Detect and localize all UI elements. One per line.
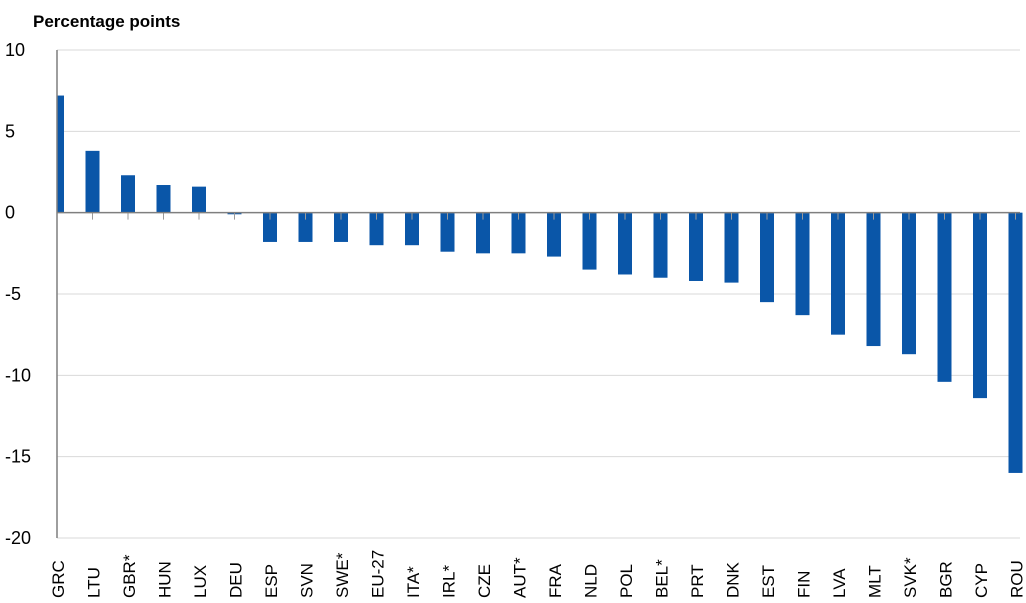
bar-eu-27 (369, 212, 384, 246)
x-category-label: ITA* (404, 566, 423, 598)
x-category-label: NLD (582, 564, 601, 598)
bar-est (760, 212, 774, 303)
x-category-label: AUT* (511, 557, 530, 598)
y-axis-unit-label: Percentage points (33, 12, 180, 31)
y-tick-label: -20 (5, 528, 31, 548)
x-category-label: EU-27 (369, 550, 388, 598)
x-axis-labels: GRC LTU GBR* HUN LUX DEU ESP SVN SWE* EU-27 ITA* IR… (49, 550, 1026, 598)
x-category-label: CYP (972, 563, 991, 598)
x-category-label: POL (617, 564, 636, 598)
bar-nld (582, 212, 597, 270)
x-category-label: ESP (262, 564, 281, 598)
x-category-label: SWE* (333, 552, 352, 598)
y-tick-label: -15 (5, 447, 31, 467)
bar-lux (192, 186, 206, 213)
x-category-label: ROU (1008, 560, 1026, 598)
bar-rou (1008, 212, 1023, 473)
bar-pol (618, 212, 632, 275)
y-tick-label: 10 (5, 40, 25, 60)
x-category-label: LVA (830, 568, 849, 598)
bar-cze (476, 212, 490, 254)
bar-bgr (937, 212, 952, 382)
bar-ita (405, 212, 419, 246)
x-category-label: LUX (191, 565, 210, 598)
x-category-label: BGR (937, 561, 956, 598)
y-tick-label: -5 (5, 284, 21, 304)
y-tick-label: 5 (5, 121, 15, 141)
x-category-label: BEL* (653, 559, 672, 598)
bar-bel (653, 212, 668, 278)
bars (56, 95, 1023, 473)
bar-fin (795, 212, 810, 316)
bar-dnk (724, 212, 739, 283)
x-category-label: SVN (298, 563, 317, 598)
bar-gbr (121, 175, 135, 213)
bar-ltu (85, 150, 100, 213)
y-tick-label: -10 (5, 365, 31, 385)
y-tick-label: 0 (5, 203, 15, 223)
x-category-label: DNK (724, 561, 743, 598)
x-category-label: LTU (85, 567, 104, 598)
bar-fra (547, 212, 561, 257)
axes (56, 50, 1020, 538)
x-category-label: FRA (546, 563, 565, 598)
x-category-label: HUN (156, 561, 175, 598)
x-category-label: FIN (795, 571, 814, 598)
y-axis-ticks: 10 5 0 -5 -10 -15 -20 (5, 40, 31, 548)
x-category-label: EST (759, 565, 778, 598)
bar-hun (156, 185, 171, 213)
bar-swe (334, 212, 348, 242)
x-category-label: CZE (475, 564, 494, 598)
x-category-label: PRT (688, 564, 707, 598)
x-category-label: DEU (227, 562, 246, 598)
x-category-label: IRL* (440, 565, 459, 598)
x-category-label: MLT (866, 565, 885, 598)
x-category-label: GBR* (120, 554, 139, 598)
bar-aut (511, 212, 526, 254)
bar-svk (902, 212, 916, 355)
bar-esp (263, 212, 277, 242)
bar-cyp (973, 212, 987, 399)
bar-prt (689, 212, 703, 281)
bar-grc (57, 95, 64, 213)
x-category-label: GRC (49, 560, 68, 598)
gridlines (57, 49, 1020, 539)
bar-mlt (866, 212, 881, 347)
bar-lva (831, 212, 845, 335)
bar-irl (440, 212, 455, 252)
x-category-label: SVK* (901, 557, 920, 598)
bar-svn (298, 212, 313, 242)
